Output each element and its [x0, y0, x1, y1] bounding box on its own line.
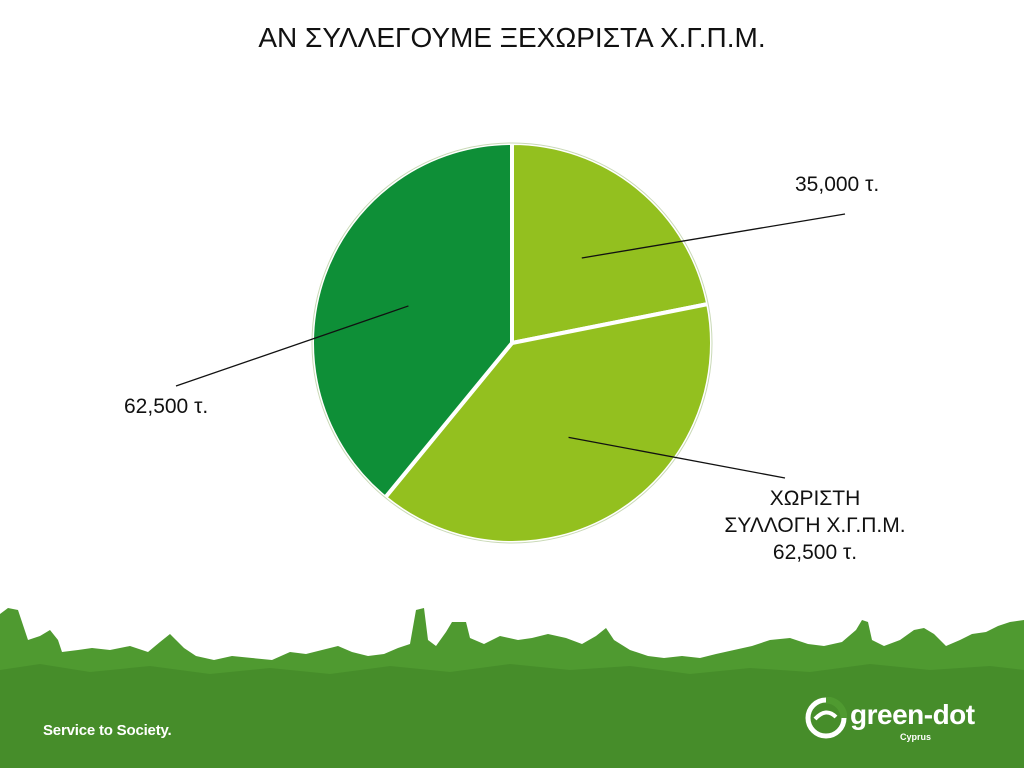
- logo-wordmark: green-dot: [850, 699, 975, 730]
- slice-label-35000: 35,000 τ.: [795, 171, 879, 198]
- slice-label-line: 62,500 τ.: [772, 541, 858, 564]
- tagline: Service to Society.: [43, 722, 172, 739]
- bottles-silhouette-footer: [0, 608, 1024, 768]
- leader-line-0: [581, 213, 846, 259]
- pie-outline: [311, 142, 713, 544]
- slice-label-line: 62,500 τ.: [124, 395, 209, 418]
- leader-line-2: [175, 305, 409, 387]
- bottles-silhouette-shade: [0, 664, 1024, 768]
- logo-subtext: Cyprus: [900, 732, 932, 742]
- slice-label-separate-collection: ΧΩΡΙΣΤΗ ΣΥΛΛΟΓΗ Χ.Γ.Π.Μ. 62,500 τ.: [706, 485, 924, 566]
- slice-label-line: 35,000 τ.: [795, 173, 880, 196]
- green-dot-logo: green-dot Cyprus: [805, 697, 995, 749]
- pie-chart: [175, 141, 846, 545]
- green-dot-recycle-icon: [805, 697, 847, 739]
- slice-label-62500: 62,500 τ.: [124, 393, 208, 420]
- slice-label-line: ΧΩΡΙΣΤΗ: [769, 487, 861, 510]
- leader-line-1: [568, 436, 786, 479]
- slide-title: ΑΝ ΣΥΛΛΕΓΟΥΜΕ ΞΕΧΩΡΙΣΤΑ Χ.Γ.Π.Μ.: [258, 22, 766, 53]
- slice-label-line: ΣΥΛΛΟΓΗ Χ.Γ.Π.Μ.: [724, 514, 906, 537]
